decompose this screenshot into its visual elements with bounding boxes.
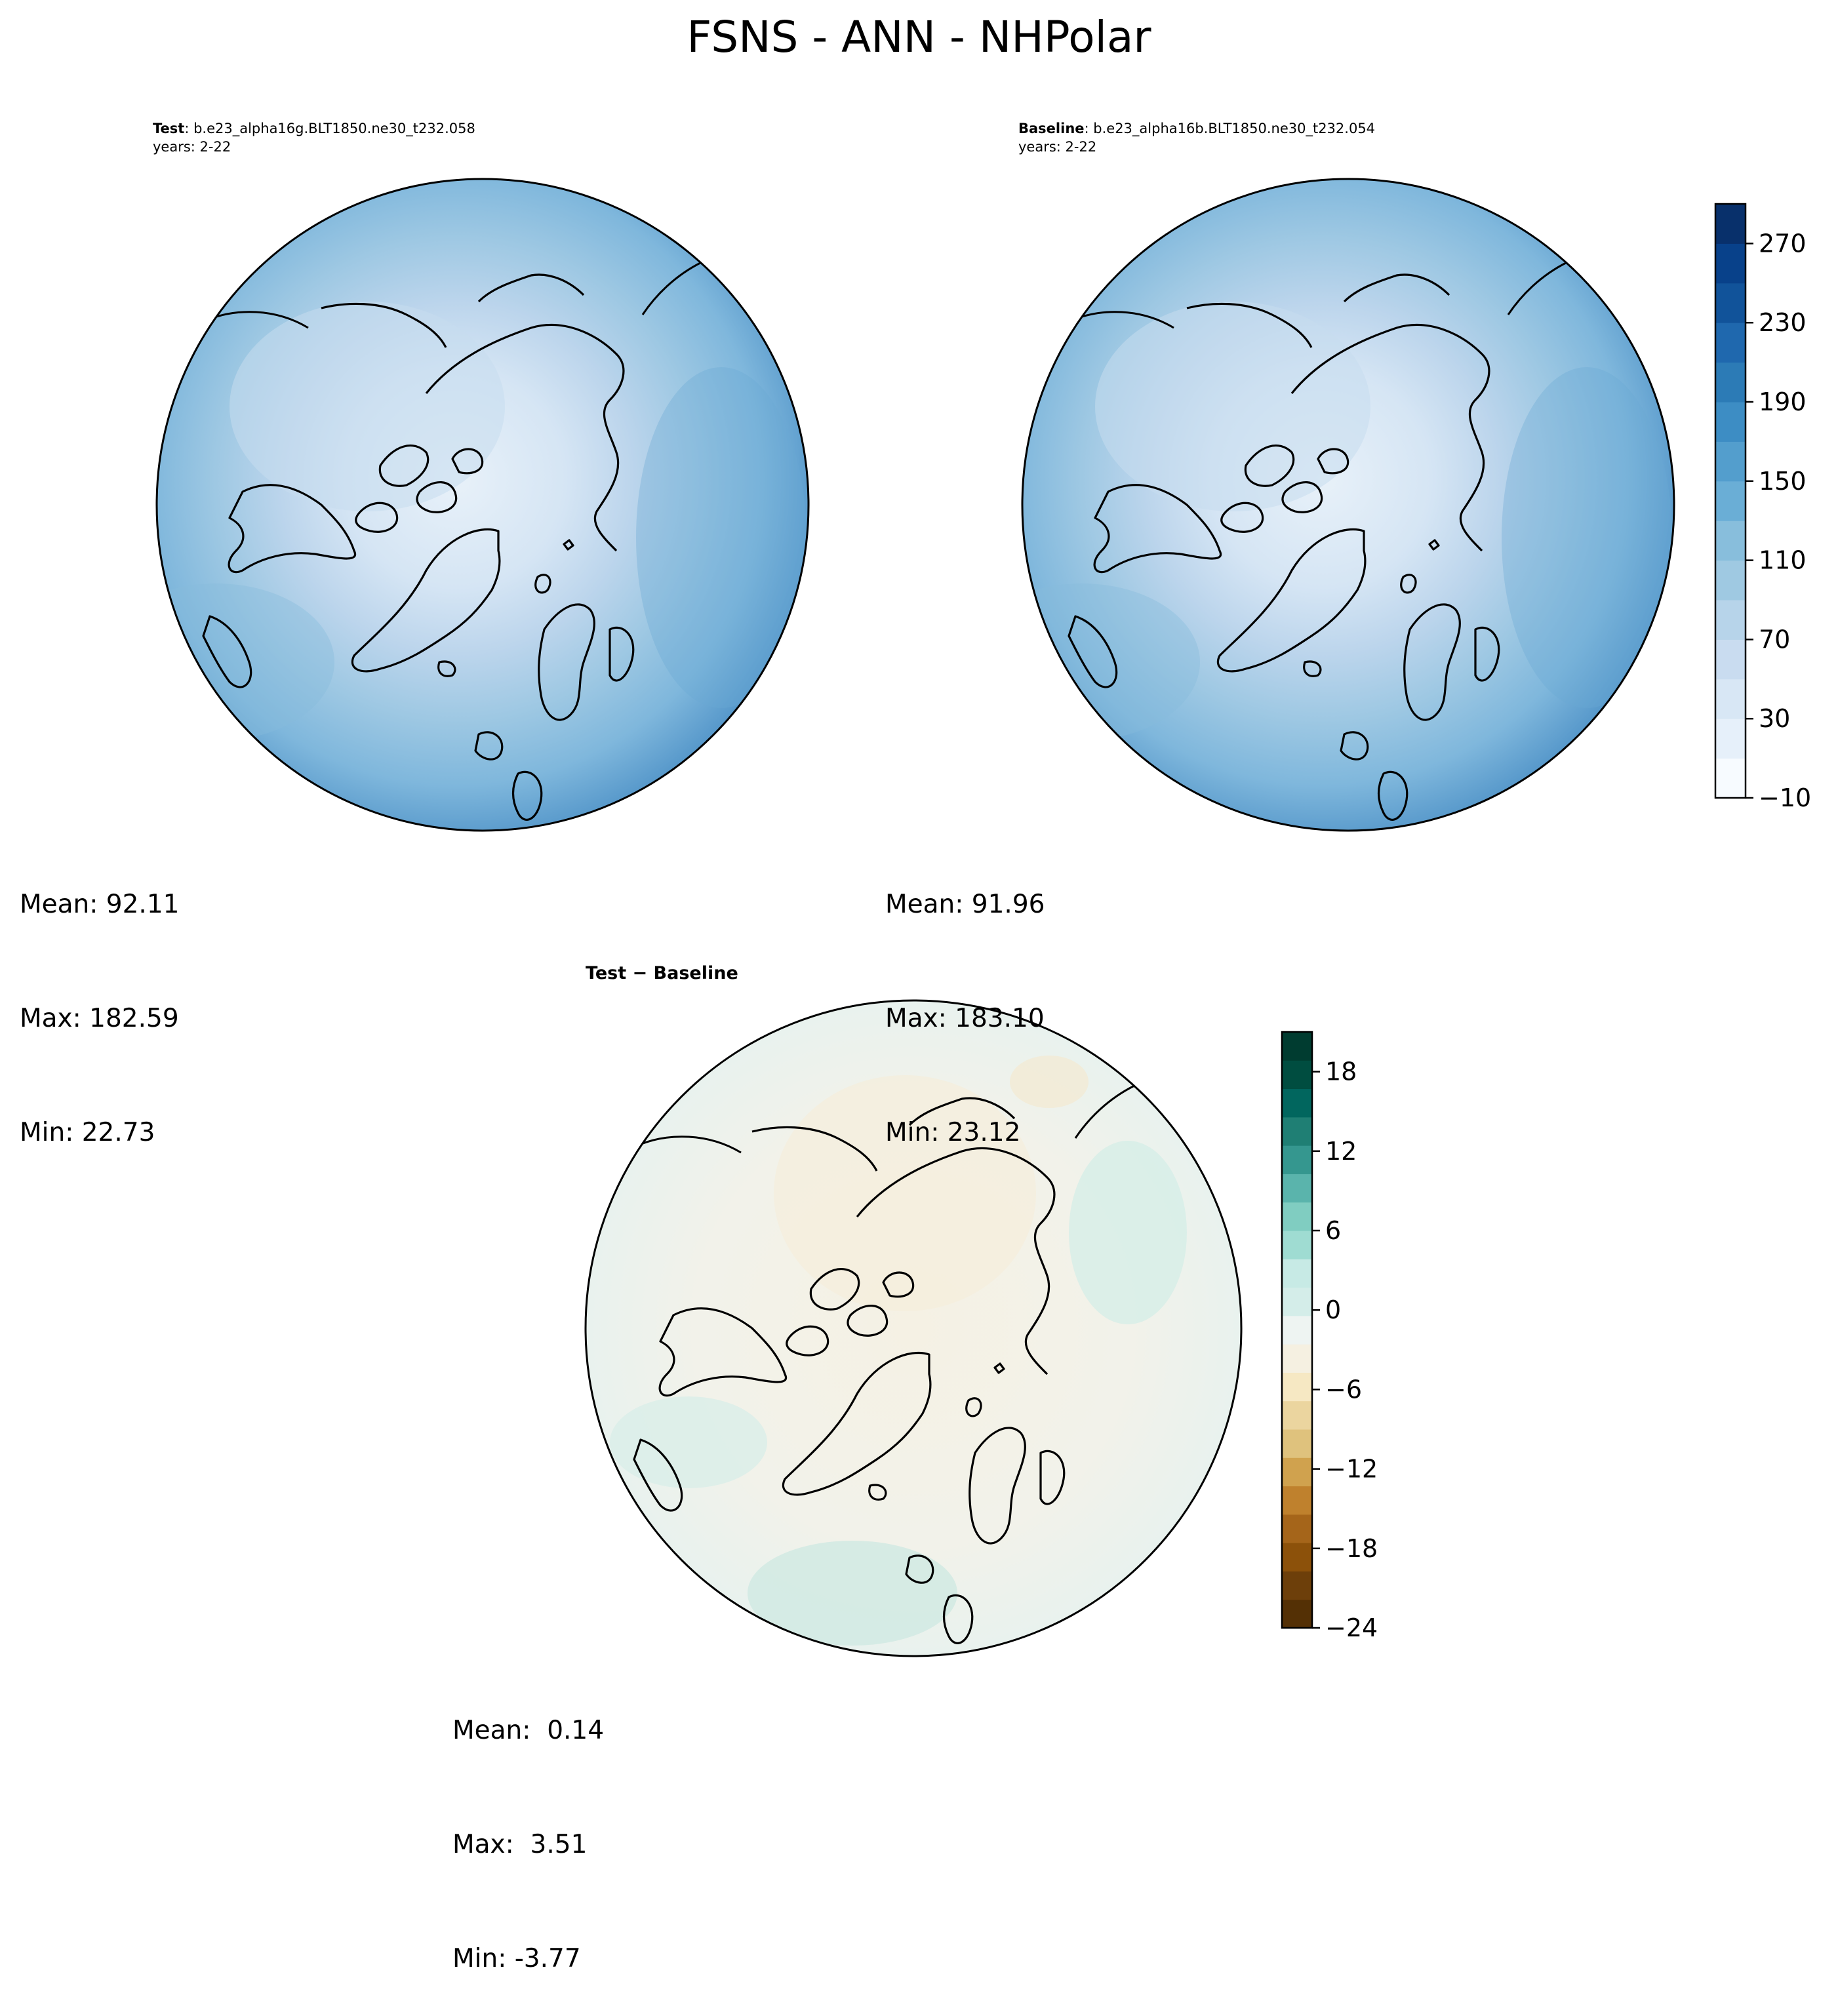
diff-panel-header: Test − Baseline	[586, 963, 738, 983]
main-colorbar-segment	[1715, 639, 1746, 680]
main-colorbar-segment	[1715, 243, 1746, 284]
figure-canvas: 270 230 190 150 110 70 30 −10 18 12 6 0 −6 −12 −18 −24	[155, 178, 1811, 1657]
baseline-map	[1021, 178, 1675, 832]
diff-colorbar-segment	[1282, 1088, 1312, 1118]
diff-mean: Mean: 0.14	[452, 1716, 605, 1745]
main-colorbar-tick-label: 70	[1759, 625, 1790, 654]
diff-colorbar-segment	[1282, 1231, 1312, 1259]
diff-colorbar: 18 12 6 0 −6 −12 −18 −24	[1281, 1031, 1378, 1642]
main-colorbar-tick-label: 190	[1759, 387, 1807, 416]
main-colorbar-segment	[1715, 600, 1746, 640]
diff-colorbar-segment	[1282, 1486, 1312, 1515]
main-colorbar-segment	[1715, 441, 1746, 482]
diff-colorbar-segment	[1282, 1287, 1312, 1316]
diff-colorbar-segment	[1282, 1145, 1312, 1174]
baseline-case-name: : b.e23_alpha16b.BLT1850.ne30_t232.054	[1084, 121, 1376, 136]
diff-max: Max: 3.51	[452, 1830, 588, 1859]
baseline-years: years: 2-22	[1018, 139, 1097, 155]
diff-colorbar-segment	[1282, 1117, 1312, 1146]
diff-colorbar-tick-label: 12	[1325, 1137, 1357, 1166]
diff-colorbar-segment	[1282, 1543, 1312, 1571]
diff-colorbar-segment	[1282, 1429, 1312, 1458]
diff-colorbar-segment	[1282, 1514, 1312, 1543]
diff-map	[584, 999, 1243, 1657]
main-colorbar-segment	[1715, 283, 1746, 323]
main-colorbar-segment	[1715, 323, 1746, 363]
baseline-panel-header: Baseline: b.e23_alpha16b.BLT1850.ne30_t2…	[1018, 119, 1375, 156]
test-case-name: : b.e23_alpha16g.BLT1850.ne30_t232.058	[184, 121, 475, 136]
diff-min: Min: -3.77	[452, 1944, 581, 1973]
main-colorbar-segment	[1715, 679, 1746, 719]
main-colorbar-segment	[1715, 719, 1746, 759]
diff-colorbar-segment	[1282, 1202, 1312, 1231]
baseline-mean: Mean: 91.96	[885, 890, 1045, 919]
diff-colorbar-segment	[1282, 1457, 1312, 1487]
diff-colorbar-segment	[1282, 1174, 1312, 1203]
test-min: Min: 22.73	[20, 1118, 155, 1147]
baseline-max: Max: 183.10	[885, 1004, 1045, 1033]
main-colorbar-frame	[1714, 203, 1747, 799]
diff-colorbar-segment	[1282, 1599, 1312, 1629]
diff-colorbar-segment	[1282, 1032, 1312, 1061]
diff-colorbar-segment	[1282, 1372, 1312, 1402]
diff-colorbar-frame	[1281, 1031, 1313, 1629]
main-colorbar-segment	[1715, 402, 1746, 442]
diff-colorbar-tick-label: −24	[1325, 1613, 1378, 1642]
diff-colorbar-tick-label: −12	[1325, 1455, 1378, 1484]
diff-colorbar-tick-label: 6	[1325, 1216, 1341, 1245]
diff-colorbar-tick-label: 0	[1325, 1295, 1341, 1324]
diff-colorbar-tick-label: −6	[1325, 1375, 1362, 1404]
main-colorbar-tick-label: 270	[1759, 229, 1807, 258]
main-colorbar-tick-label: −10	[1759, 783, 1811, 812]
diff-colorbar-tick-label: 18	[1325, 1057, 1357, 1086]
baseline-min: Min: 23.12	[885, 1118, 1021, 1147]
main-colorbar-segment	[1715, 758, 1746, 799]
test-years: years: 2-22	[153, 139, 231, 155]
main-colorbar: 270 230 190 150 110 70 30 −10	[1714, 203, 1811, 812]
baseline-label: Baseline	[1018, 121, 1085, 136]
diff-stats: Mean: 0.14 Max: 3.51 Min: -3.77	[452, 1636, 604, 2016]
test-max: Max: 182.59	[20, 1004, 179, 1033]
diff-colorbar-tick-label: −18	[1325, 1534, 1378, 1563]
diff-colorbar-segment	[1282, 1259, 1312, 1288]
main-colorbar-segment	[1715, 560, 1746, 601]
test-label: Test	[153, 121, 185, 136]
main-colorbar-tick-label: 110	[1759, 546, 1807, 575]
main-colorbar-segment	[1715, 362, 1746, 403]
diff-colorbar-segment	[1282, 1315, 1312, 1345]
test-mean: Mean: 92.11	[20, 890, 180, 919]
main-colorbar-segment	[1715, 204, 1746, 244]
diff-colorbar-segment	[1282, 1344, 1312, 1373]
main-colorbar-tick-label: 150	[1759, 467, 1807, 496]
diff-colorbar-segment	[1282, 1060, 1312, 1090]
test-map	[155, 178, 810, 832]
main-colorbar-tick-label: 230	[1759, 308, 1807, 337]
baseline-stats: Mean: 91.96 Max: 183.10 Min: 23.12	[885, 810, 1045, 1190]
main-colorbar-tick-label: 30	[1759, 704, 1790, 733]
main-colorbar-segment	[1715, 481, 1746, 521]
test-panel-header: Test: b.e23_alpha16g.BLT1850.ne30_t232.0…	[153, 119, 475, 156]
diff-colorbar-segment	[1282, 1400, 1312, 1430]
diff-colorbar-segment	[1282, 1571, 1312, 1600]
test-stats: Mean: 92.11 Max: 182.59 Min: 22.73	[20, 810, 179, 1190]
main-colorbar-segment	[1715, 521, 1746, 561]
figure-title: FSNS - ANN - NHPolar	[687, 12, 1151, 62]
